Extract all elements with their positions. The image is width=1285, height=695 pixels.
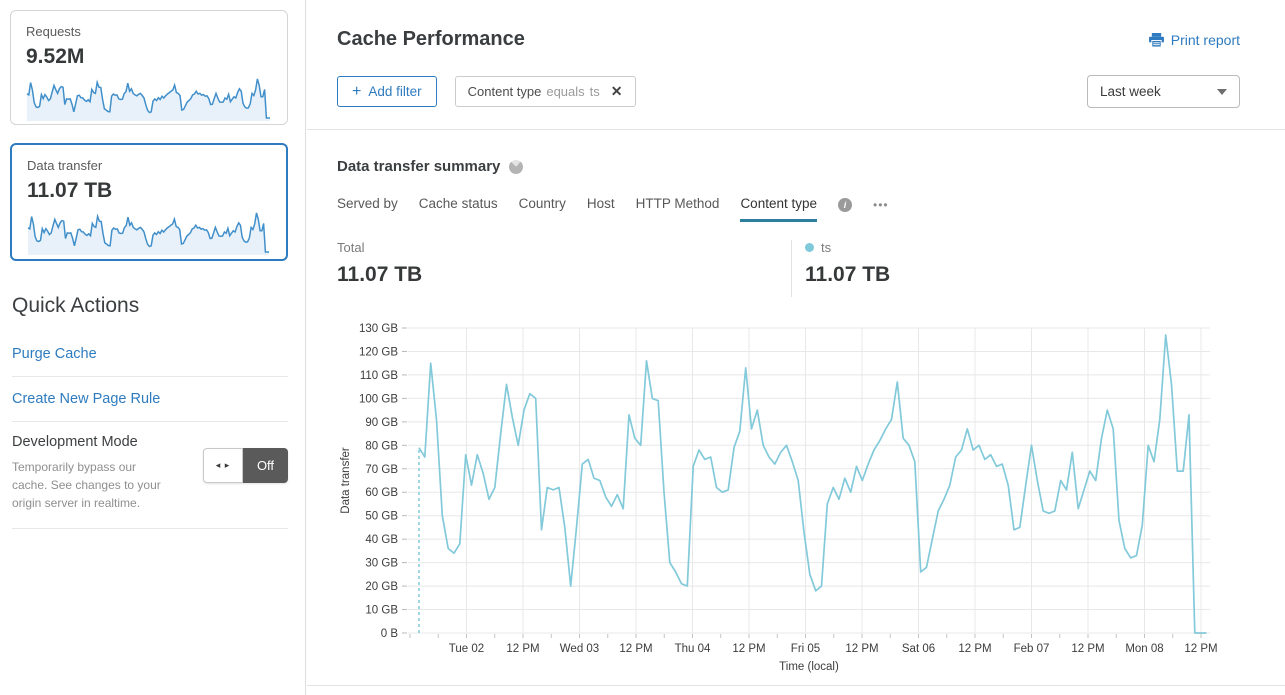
x-tick-label: 12 PM xyxy=(1184,643,1217,655)
main-chart-svg: 0 B 10 GB 20 GB 30 GB 40 GB 50 GB 60 GB 70 GB 80… xyxy=(340,323,1218,673)
x-axis-title: Time (local) xyxy=(779,661,839,673)
filter-chip-content-type[interactable]: Content type equals ts ✕ xyxy=(454,76,636,107)
y-tick-label: 120 GB xyxy=(359,346,398,358)
time-range-value: Last week xyxy=(1100,84,1161,99)
sparkline-line xyxy=(26,78,270,119)
tab-http-method[interactable]: HTTP Method xyxy=(635,196,720,211)
sparkline-line xyxy=(27,212,269,253)
data-transfer-card-value: 11.07 TB xyxy=(27,179,113,202)
filter-chip-field: Content type xyxy=(467,84,542,99)
sidebar: Requests 9.52M Data transfer 11.07 TB Qu… xyxy=(0,0,306,695)
quick-actions-title: Quick Actions xyxy=(12,294,140,317)
y-tick-label: 50 GB xyxy=(365,511,398,523)
y-tick-label: 60 GB xyxy=(365,487,398,499)
y-tick-label: 40 GB xyxy=(365,534,398,546)
chevron-down-icon xyxy=(1217,88,1227,95)
y-tick-label: 130 GB xyxy=(359,323,398,335)
summary-title: Data transfer summary xyxy=(337,158,501,175)
x-tick-label: 12 PM xyxy=(845,643,878,655)
total-value: 11.07 TB xyxy=(337,263,423,286)
tab-served-by[interactable]: Served by xyxy=(337,196,398,211)
quick-actions-section: Quick Actions Purge Cache Create New Pag… xyxy=(12,294,288,529)
y-tick-label: 100 GB xyxy=(359,393,398,405)
time-range-select[interactable]: Last week xyxy=(1087,75,1240,108)
data-transfer-card-label: Data transfer xyxy=(27,158,103,173)
add-filter-button[interactable]: + Add filter xyxy=(337,76,437,107)
y-axis-title: Data transfer xyxy=(340,447,352,514)
requests-sparkline xyxy=(26,78,270,121)
info-icon[interactable]: i xyxy=(838,198,852,212)
y-tick-label: 80 GB xyxy=(365,440,398,452)
x-tick-label: 12 PM xyxy=(619,643,652,655)
bottom-divider xyxy=(307,685,1285,686)
series-legend-dot xyxy=(805,243,814,252)
data-transfer-sparkline xyxy=(27,212,269,255)
series-legend-value: 11.07 TB xyxy=(805,263,891,286)
main-content: Cache Performance Print report + Add fil… xyxy=(307,0,1285,695)
toggle-off-label: Off xyxy=(243,448,288,483)
plus-icon: + xyxy=(352,82,362,100)
sampling-pie-icon xyxy=(509,159,524,174)
x-tick-label: Wed 03 xyxy=(560,643,599,655)
sparkline-area xyxy=(28,212,269,255)
y-tick-label: 0 B xyxy=(381,628,399,640)
tab-content-type[interactable]: Content type xyxy=(740,196,817,222)
requests-card-value: 9.52M xyxy=(26,45,85,68)
y-tick-label: 70 GB xyxy=(365,464,398,476)
tab-country[interactable]: Country xyxy=(518,196,566,211)
tab-host[interactable]: Host xyxy=(586,196,615,211)
purge-cache-link[interactable]: Purge Cache xyxy=(12,346,97,362)
development-mode-description: Temporarily bypass our cache. See change… xyxy=(12,460,161,510)
sparkline-area xyxy=(27,78,270,121)
filter-row: + Add filter Content type equals ts ✕ xyxy=(337,76,636,107)
create-page-rule-row: Create New Page Rule xyxy=(12,377,288,422)
print-report-button[interactable]: Print report xyxy=(1148,32,1240,48)
y-tick-label: 10 GB xyxy=(365,605,398,617)
add-filter-label: Add filter xyxy=(368,84,422,99)
x-tick-label: 12 PM xyxy=(1071,643,1104,655)
toggle-arrows-icon: ◂ ▸ xyxy=(203,448,243,483)
stats-divider xyxy=(791,240,792,297)
development-mode-toggle[interactable]: ◂ ▸ Off xyxy=(203,448,288,483)
development-mode-title: Development Mode xyxy=(12,434,138,450)
printer-icon xyxy=(1148,33,1164,47)
x-tick-label: 12 PM xyxy=(732,643,765,655)
purge-cache-row: Purge Cache xyxy=(12,332,288,377)
close-icon[interactable]: ✕ xyxy=(610,83,623,99)
x-tick-label: Tue 02 xyxy=(449,643,484,655)
requests-card[interactable]: Requests 9.52M xyxy=(10,10,288,125)
x-tick-label: Fri 05 xyxy=(791,643,820,655)
x-tick-label: 12 PM xyxy=(958,643,991,655)
x-tick-label: 12 PM xyxy=(506,643,539,655)
y-tick-label: 30 GB xyxy=(365,558,398,570)
total-block: Total 11.07 TB xyxy=(337,240,422,287)
development-mode-section: Development Mode Temporarily bypass our … xyxy=(12,422,288,529)
y-tick-label: 90 GB xyxy=(365,417,398,429)
dimension-tabs: Served by Cache status Country Host HTTP… xyxy=(337,196,889,222)
tab-cache-status[interactable]: Cache status xyxy=(418,196,498,211)
x-tick-label: Mon 08 xyxy=(1125,643,1163,655)
print-report-label: Print report xyxy=(1170,32,1240,48)
x-tick-label: Feb 07 xyxy=(1014,643,1050,655)
filter-chip-value: ts xyxy=(589,84,600,99)
series-line-ts xyxy=(418,334,1207,634)
create-page-rule-link[interactable]: Create New Page Rule xyxy=(12,391,161,407)
main-chart: 0 B 10 GB 20 GB 30 GB 40 GB 50 GB 60 GB 70 GB 80… xyxy=(335,318,1240,685)
y-tick-label: 110 GB xyxy=(360,370,398,382)
series-legend-label: ts xyxy=(821,240,832,255)
data-transfer-card[interactable]: Data transfer 11.07 TB xyxy=(10,143,288,261)
filter-chip-operator: equals xyxy=(546,84,585,99)
requests-card-label: Requests xyxy=(26,24,81,39)
page-title: Cache Performance xyxy=(337,28,525,50)
summary-title-row: Data transfer summary xyxy=(337,158,524,175)
header-divider xyxy=(307,129,1285,130)
total-label: Total xyxy=(337,240,365,255)
x-tick-label: Thu 04 xyxy=(675,643,711,655)
legend-block: ts 11.07 TB xyxy=(805,240,890,287)
x-tick-label: Sat 06 xyxy=(902,643,935,655)
y-tick-label: 20 GB xyxy=(365,581,398,593)
more-options-icon[interactable]: ••• xyxy=(873,198,889,212)
